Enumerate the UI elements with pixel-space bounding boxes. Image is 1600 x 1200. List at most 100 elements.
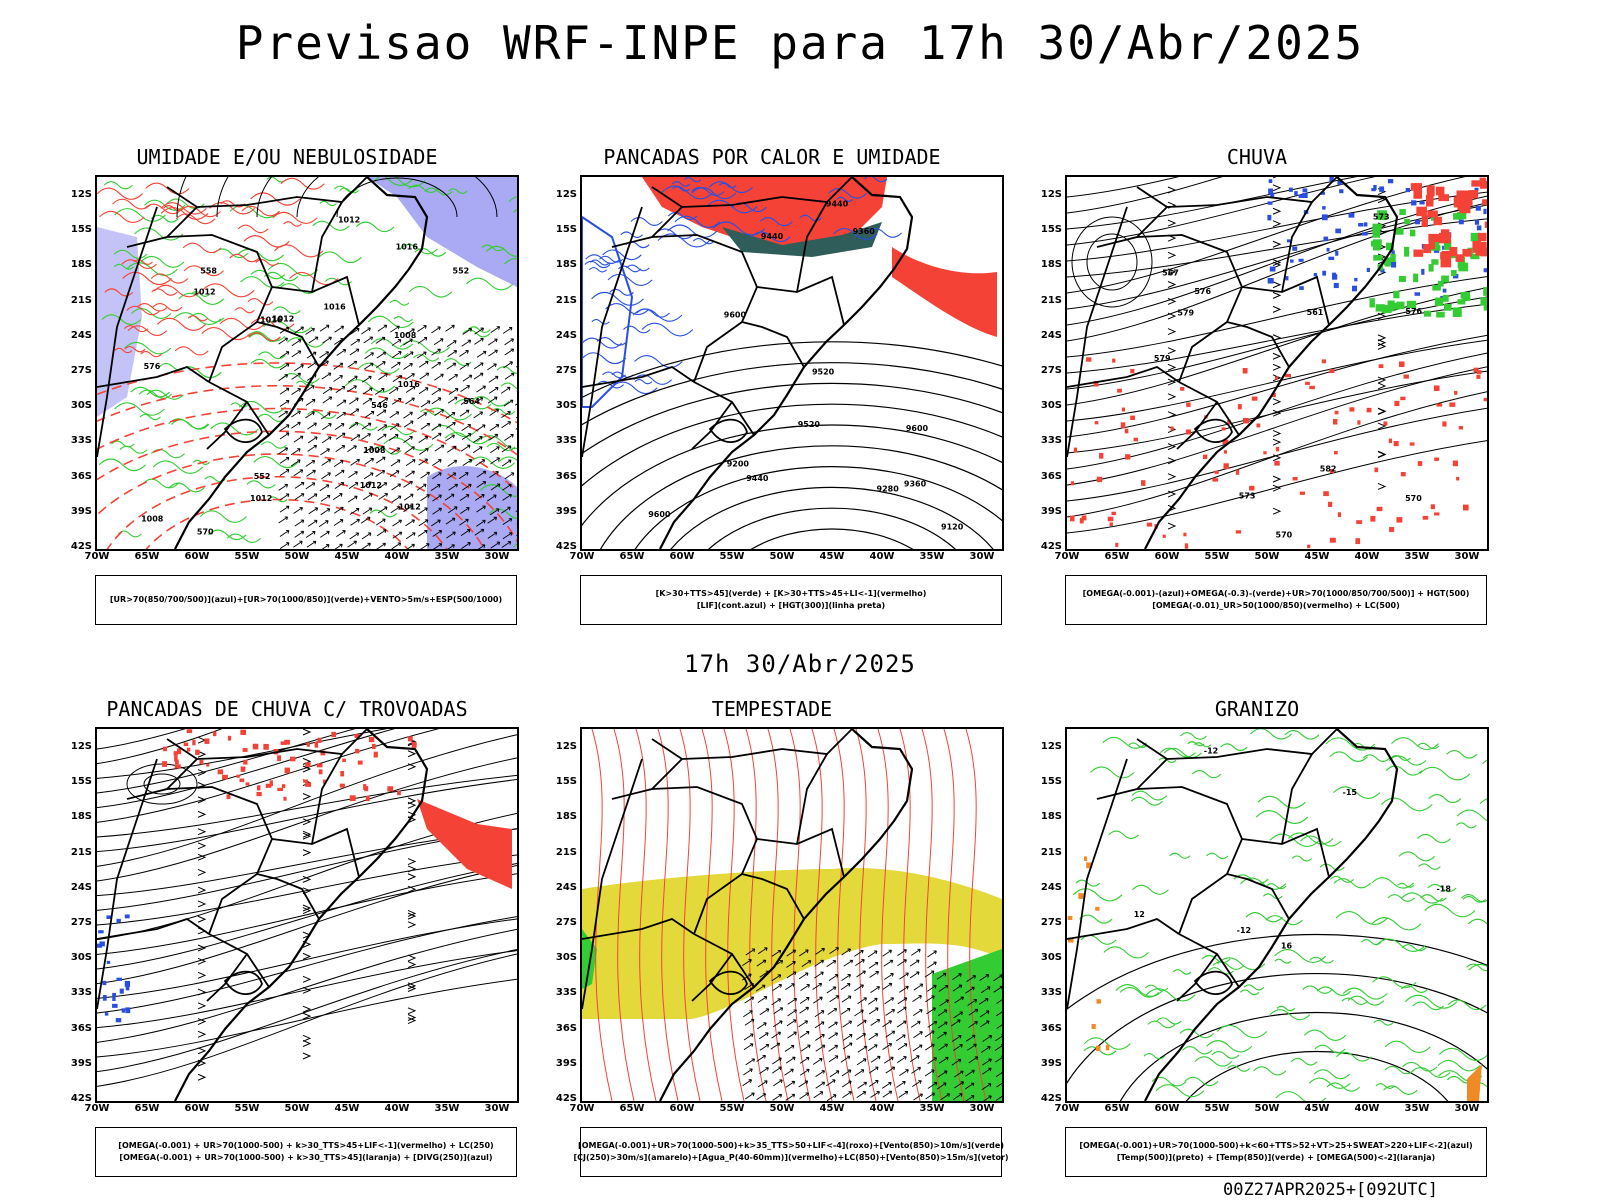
latitude-label: 21S	[70, 294, 92, 306]
contour-label: 576	[144, 362, 161, 371]
contour-label: 1012	[338, 216, 360, 225]
contour-label: 1012	[250, 494, 272, 503]
contour-label: -18	[1436, 885, 1451, 894]
latitude-label: 12S	[70, 189, 92, 200]
latitude-label: 36S	[1040, 470, 1062, 482]
longitude-label: 35W	[1404, 1103, 1430, 1114]
contour-label: 9600	[906, 424, 929, 433]
latitude-label: 21S	[1040, 846, 1062, 858]
longitude-label: 55W	[234, 551, 260, 562]
panel-chuva: CHUVA 582 579 576 573 570 567 576 573 570 561 579 1…	[1022, 145, 1492, 645]
contour-label: 1012	[193, 287, 215, 296]
panel-title: CHUVA	[1226, 145, 1288, 169]
latitude-label: 39S	[1040, 505, 1062, 517]
legend-line: [OMEGA(-0.001)+UR>70(1000-500)+k<60+TTS>…	[1079, 1141, 1473, 1150]
weather-map: -12 -15 -18 -12 16 12	[1067, 729, 1487, 1101]
latitude-label: 21S	[70, 846, 92, 858]
latitude-label: 12S	[1040, 189, 1062, 200]
longitude-label: 65W	[1104, 1103, 1130, 1114]
latitude-label: 24S	[70, 329, 92, 341]
contour-label: 567	[1162, 268, 1179, 277]
longitude-label: 60W	[669, 1103, 695, 1114]
contour-label: 9360	[904, 479, 927, 488]
contour-label: 9520	[812, 367, 835, 376]
contour-label: 573	[1373, 213, 1390, 222]
contour-label: 582	[1320, 464, 1337, 473]
latitude-label: 21S	[1040, 294, 1062, 306]
longitude-label: 30W	[1454, 551, 1480, 562]
latitude-label: 24S	[1040, 329, 1062, 341]
contour-label: 1012	[399, 503, 421, 512]
longitude-label: 40W	[384, 551, 410, 562]
latitude-label: 24S	[1040, 881, 1062, 893]
panel-pancadas-trovoadas: PANCADAS DE CHUVA C/ TROVOADAS 12S 15S 18S…	[52, 697, 522, 1197]
longitude-label: 70W	[1054, 1103, 1080, 1114]
latitude-label: 39S	[70, 1057, 92, 1069]
contour-label: -15	[1343, 788, 1358, 797]
contour-label: 1016	[398, 380, 421, 389]
latitude-label: 18S	[555, 259, 577, 271]
latitude-label: 27S	[70, 917, 92, 928]
contour-label: 579	[1177, 308, 1194, 317]
contour-label: -12	[1204, 746, 1218, 755]
latitude-label: 36S	[555, 1022, 577, 1034]
longitude-label: 30W	[1454, 1103, 1480, 1114]
latitude-label: 30S	[555, 952, 577, 964]
contour-label: 552	[254, 472, 271, 481]
contour-label: 9360	[853, 227, 876, 236]
latitude-label: 27S	[1040, 917, 1062, 928]
legend-box: [OMEGA(-0.001)-(azul)+OMEGA(-0.3)-(verde…	[1065, 575, 1487, 625]
contour-label: -12	[1237, 926, 1251, 935]
legend-line: [LIF](cont.azul) + [HGT(300)](linha pret…	[696, 601, 886, 610]
longitude-label: 70W	[569, 1103, 595, 1114]
latitude-label: 39S	[555, 1057, 577, 1069]
latitude-label: 30S	[1040, 400, 1062, 412]
weather-map	[97, 729, 517, 1101]
longitude-label: 50W	[284, 1103, 310, 1114]
map-frame: 582 579 576 573 570 567 576 573 570 561 579	[1065, 175, 1489, 551]
map-frame	[95, 727, 519, 1103]
legend-box: [K>30+TTS>45](verde) + [K>30+TTS>45+LI<-…	[580, 575, 1002, 625]
contour-label: 1008	[394, 331, 417, 340]
longitude-label: 60W	[669, 551, 695, 562]
latitude-label: 12S	[1040, 741, 1062, 752]
legend-line: [OMEGA(-0.001) + UR>70(1000-500) + k>30_…	[118, 1141, 494, 1150]
mid-title: 17h 30/Abr/2025	[684, 650, 916, 678]
contour-label: 9520	[798, 420, 821, 429]
latitude-label: 39S	[555, 505, 577, 517]
longitude-label: 40W	[384, 1103, 410, 1114]
contour-label: 9280	[877, 485, 900, 494]
longitude-label: 50W	[284, 551, 310, 562]
longitude-label: 30W	[484, 1103, 510, 1114]
longitude-label: 70W	[84, 551, 110, 562]
contour-label: 576	[1194, 287, 1211, 296]
contour-label: 1008	[363, 446, 386, 455]
longitude-label: 65W	[619, 551, 645, 562]
longitude-label: 30W	[484, 551, 510, 562]
latitude-label: 21S	[555, 294, 577, 306]
contour-label: 9200	[727, 459, 750, 468]
longitude-label: 40W	[869, 551, 895, 562]
contour-label: 1012	[272, 314, 294, 323]
latitude-label: 39S	[1040, 1057, 1062, 1069]
latitude-label: 15S	[555, 776, 577, 788]
contour-label: 546	[371, 401, 388, 410]
map-frame: 1008 1008 1008 1012 1012 1012 1012 1016 1016 1016…	[95, 175, 519, 551]
contour-label: 16	[1281, 941, 1293, 950]
contour-label: 579	[1154, 354, 1171, 363]
latitude-label: 36S	[70, 1022, 92, 1034]
legend-box: [OMEGA(-0.001)+UR>70(1000-500)+k>35_TTS>…	[573, 1127, 1009, 1177]
latitude-label: 33S	[70, 987, 92, 999]
latitude-label: 36S	[1040, 1022, 1062, 1034]
longitude-label: 40W	[1354, 551, 1380, 562]
latitude-label: 15S	[1040, 224, 1062, 236]
longitude-label: 70W	[569, 551, 595, 562]
contour-label: 576	[1405, 307, 1422, 316]
longitude-label: 40W	[1354, 1103, 1380, 1114]
longitude-label: 65W	[619, 1103, 645, 1114]
contour-label: 558	[200, 267, 217, 276]
panel-title: TEMPESTADE	[711, 697, 833, 721]
longitude-label: 50W	[769, 1103, 795, 1114]
contour-label: 1012	[360, 481, 382, 490]
contour-label: 9440	[761, 232, 784, 241]
